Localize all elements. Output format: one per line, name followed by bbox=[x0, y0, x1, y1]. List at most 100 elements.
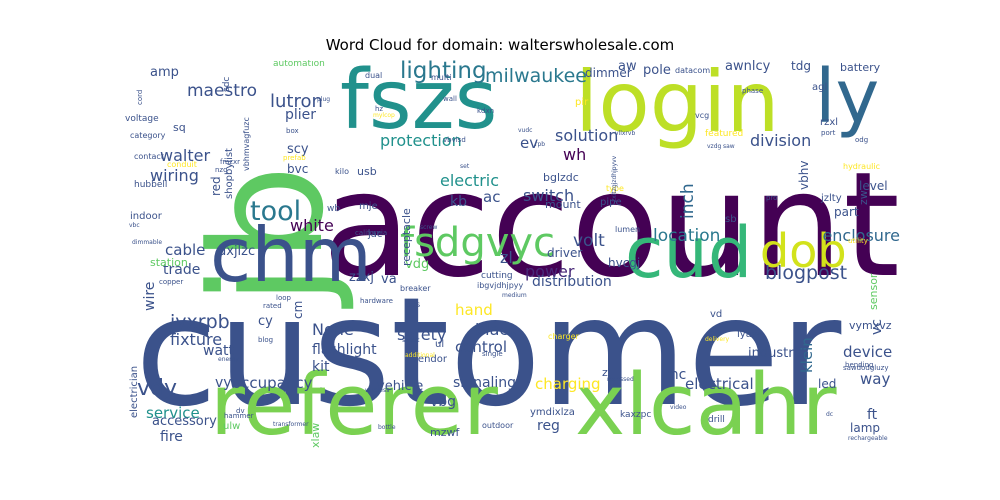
word-hardware: hardware bbox=[360, 297, 393, 305]
word-sb: sb bbox=[725, 214, 737, 225]
word-xlcahr: xlcahr bbox=[575, 356, 837, 448]
word-plier: plier bbox=[285, 107, 317, 123]
word-bglzdc: bglzdc bbox=[543, 171, 579, 184]
word-utility: utility bbox=[848, 237, 868, 245]
word-cable: cable bbox=[165, 241, 206, 259]
word-zl: zl bbox=[500, 248, 513, 267]
word-led: led bbox=[818, 377, 837, 391]
word-scy: scy bbox=[287, 142, 309, 157]
word-vcg: vcg bbox=[695, 111, 710, 120]
word-electrician: electrician bbox=[129, 365, 140, 418]
word-lutron: lutron bbox=[270, 91, 323, 112]
word-ops: ops bbox=[406, 300, 421, 309]
word-electrical: electrical bbox=[685, 375, 754, 393]
word-account: account bbox=[322, 141, 900, 310]
word-vllxrvb: vllxrvb bbox=[615, 130, 636, 137]
word-fsdgvyc: fsdgvyc bbox=[400, 220, 556, 266]
word-None: None bbox=[312, 320, 354, 339]
word-dv: dv bbox=[236, 407, 245, 415]
word-lyaw: lyaw bbox=[737, 329, 761, 340]
word-referer: referer bbox=[210, 356, 498, 448]
word-battery: battery bbox=[840, 61, 881, 74]
word-usb: usb bbox=[357, 165, 377, 178]
word-fszs: fszs bbox=[340, 60, 498, 148]
word-sdc: sdc bbox=[222, 76, 232, 93]
word-lighting: lighting bbox=[400, 60, 487, 84]
word-dob: dob bbox=[760, 224, 847, 278]
word-way: way bbox=[860, 370, 891, 388]
word-cm: cm bbox=[291, 301, 305, 320]
word-datacom: datacom bbox=[675, 66, 711, 75]
word-copper: copper bbox=[159, 278, 184, 286]
word-distribution: distribution bbox=[532, 274, 612, 290]
word-jzlty: jzlty bbox=[821, 193, 842, 204]
word-additional: additional bbox=[405, 352, 435, 359]
word-driver: driver bbox=[547, 246, 583, 260]
word-transformer: transformer bbox=[273, 421, 309, 428]
word-rated: rated bbox=[263, 302, 282, 310]
word-contact: contact bbox=[134, 152, 164, 161]
word-wh: wh bbox=[563, 145, 587, 164]
word-featured: featured bbox=[705, 129, 744, 139]
word-wall: wall bbox=[443, 95, 457, 103]
word-bottle: bottle bbox=[378, 424, 396, 431]
word-vbhmvagfuzc: vbhmvagfuzc bbox=[242, 116, 251, 171]
word-nzq: nzq bbox=[215, 166, 228, 174]
word-rpb: rpb bbox=[535, 141, 546, 148]
word-station: station bbox=[150, 256, 188, 269]
word-dimmable: dimmable bbox=[132, 239, 163, 246]
word-smart: smart bbox=[402, 337, 420, 344]
word-plug: plug bbox=[317, 96, 331, 103]
word-black: black bbox=[475, 320, 518, 339]
word-energy: energy bbox=[218, 356, 239, 363]
word-reg: reg bbox=[537, 418, 560, 434]
word-login: login bbox=[575, 60, 780, 151]
word-dxjlzc: dxjlzc bbox=[218, 244, 256, 259]
word-kb: kb bbox=[450, 194, 467, 210]
word-outdoor: outdoor bbox=[482, 421, 514, 430]
word-service: service bbox=[146, 404, 200, 422]
word-power: power bbox=[525, 262, 575, 281]
word-z: z bbox=[602, 366, 608, 379]
word-medium: medium bbox=[502, 292, 527, 299]
word-recessed: recessed bbox=[607, 376, 634, 383]
word-prefab: prefab bbox=[283, 154, 306, 162]
word-tool: tool bbox=[250, 196, 302, 227]
word-watt: watt bbox=[203, 343, 235, 359]
word-red: red bbox=[209, 175, 223, 196]
word-pipe: pipe bbox=[600, 197, 622, 208]
word-aw: aw bbox=[618, 60, 637, 74]
word-pir: pir bbox=[575, 97, 589, 108]
word-zzxj: zzxj bbox=[349, 270, 374, 285]
word-hvcgj: hvcgj bbox=[608, 256, 641, 270]
word-pole: pole bbox=[643, 63, 671, 78]
word-wb: wb bbox=[327, 204, 341, 214]
word-hz: hz bbox=[375, 105, 384, 113]
word-bvc: bvc bbox=[287, 162, 309, 176]
word-location: location bbox=[653, 226, 721, 246]
word-mje: mje bbox=[359, 201, 378, 212]
word-mzwf: mzwf bbox=[430, 426, 460, 439]
word-accessory: accessory bbox=[152, 414, 217, 429]
word-charger: charger bbox=[548, 332, 579, 341]
word-xlaw: xlaw bbox=[309, 422, 322, 448]
word-sensor: sensor bbox=[867, 273, 880, 310]
word-blog: blog bbox=[258, 336, 274, 344]
word-type: type bbox=[606, 184, 624, 193]
word-control: control bbox=[455, 338, 507, 356]
word-signaling: signaling bbox=[453, 375, 517, 391]
word-box: box bbox=[286, 127, 299, 135]
word-set: set bbox=[460, 163, 470, 170]
word-ibgvjdhjpyy: ibgvjdhjpyy bbox=[477, 281, 524, 290]
word-cord: cord bbox=[136, 89, 144, 105]
word-cloud: customer account jb referer login fszs chm cud x… bbox=[125, 60, 900, 448]
word-industrial: industrial bbox=[748, 346, 809, 361]
word-ly: ly bbox=[815, 60, 880, 140]
word-protection: protection bbox=[380, 131, 462, 150]
word-conduit: conduit bbox=[167, 160, 197, 169]
word-vbvlsd: vbvlsd bbox=[443, 136, 466, 144]
word-dimmer: dimmer bbox=[585, 66, 632, 80]
word-occupancy: occupancy bbox=[232, 374, 313, 392]
word-blogpost: blogpost bbox=[765, 262, 848, 284]
word-electric: electric bbox=[440, 171, 500, 190]
